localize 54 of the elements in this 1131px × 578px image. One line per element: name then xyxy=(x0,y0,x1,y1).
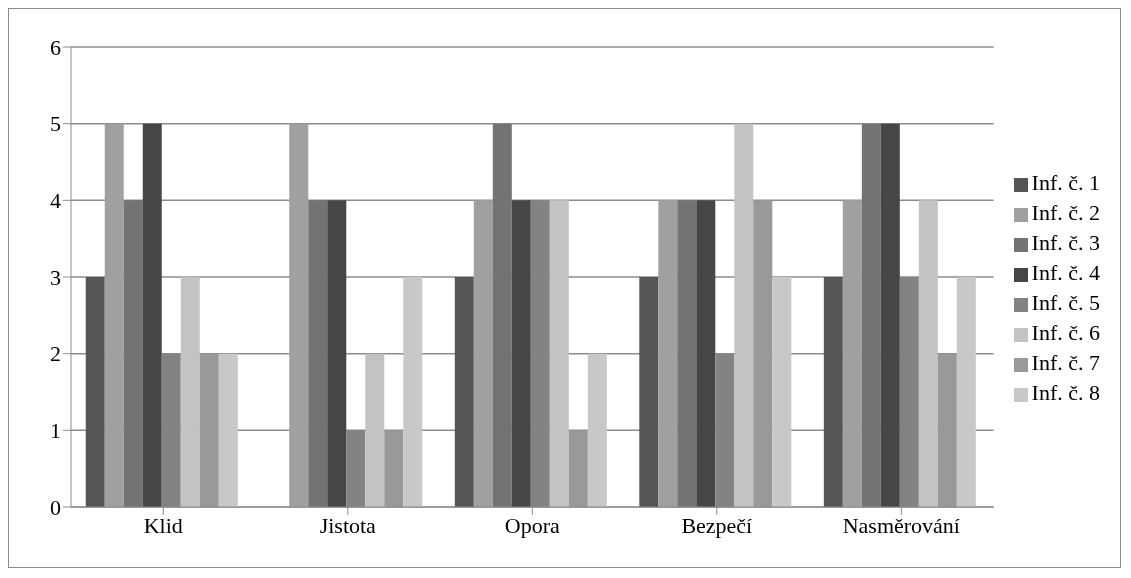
x-tick-label: Opora xyxy=(504,512,561,538)
bar xyxy=(842,200,862,507)
bar xyxy=(123,200,143,507)
y-tick-label: 0 xyxy=(50,494,61,520)
bar xyxy=(696,200,716,507)
bar xyxy=(85,277,105,507)
bar xyxy=(403,277,423,507)
bar xyxy=(384,430,404,507)
bar xyxy=(511,200,531,507)
bar xyxy=(753,200,773,507)
y-tick-label: 1 xyxy=(50,418,61,444)
x-tick-label: Bezpečí xyxy=(681,512,753,538)
bar xyxy=(365,353,385,507)
bar xyxy=(734,123,754,507)
bar xyxy=(880,123,900,507)
bar xyxy=(218,353,238,507)
legend-label: Inf. č. 5 xyxy=(1031,290,1100,315)
bar xyxy=(454,277,474,507)
legend-label: Inf. č. 7 xyxy=(1031,350,1100,375)
x-tick-label: Nasměrování xyxy=(842,512,960,538)
y-tick-label: 6 xyxy=(50,34,61,60)
bar xyxy=(918,200,938,507)
bar xyxy=(658,200,678,507)
bar xyxy=(772,277,792,507)
legend-label: Inf. č. 1 xyxy=(1031,170,1100,195)
bar xyxy=(861,123,881,507)
bar xyxy=(956,277,976,507)
bar xyxy=(180,277,200,507)
bar xyxy=(142,123,162,507)
bar xyxy=(327,200,347,507)
bar xyxy=(308,200,328,507)
bar xyxy=(937,353,957,507)
y-tick-label: 3 xyxy=(50,264,61,290)
x-tick-label: Klid xyxy=(143,512,183,538)
legend-label: Inf. č. 4 xyxy=(1031,260,1100,285)
bar xyxy=(823,277,843,507)
y-tick-label: 4 xyxy=(50,188,61,214)
x-tick-label: Jistota xyxy=(319,512,377,538)
bar xyxy=(199,353,219,507)
y-tick-label: 5 xyxy=(50,111,61,137)
legend-label: Inf. č. 8 xyxy=(1031,380,1100,405)
bar xyxy=(677,200,697,507)
legend-label: Inf. č. 6 xyxy=(1031,320,1100,345)
legend-label: Inf. č. 3 xyxy=(1031,230,1100,255)
bar xyxy=(492,123,512,507)
bar xyxy=(549,200,569,507)
bar xyxy=(639,277,659,507)
bar xyxy=(473,200,493,507)
legend-label: Inf. č. 2 xyxy=(1031,200,1100,225)
bar xyxy=(289,123,309,507)
y-tick-label: 2 xyxy=(50,341,61,367)
bar xyxy=(104,123,124,507)
bar xyxy=(568,430,588,507)
bar xyxy=(587,353,607,507)
